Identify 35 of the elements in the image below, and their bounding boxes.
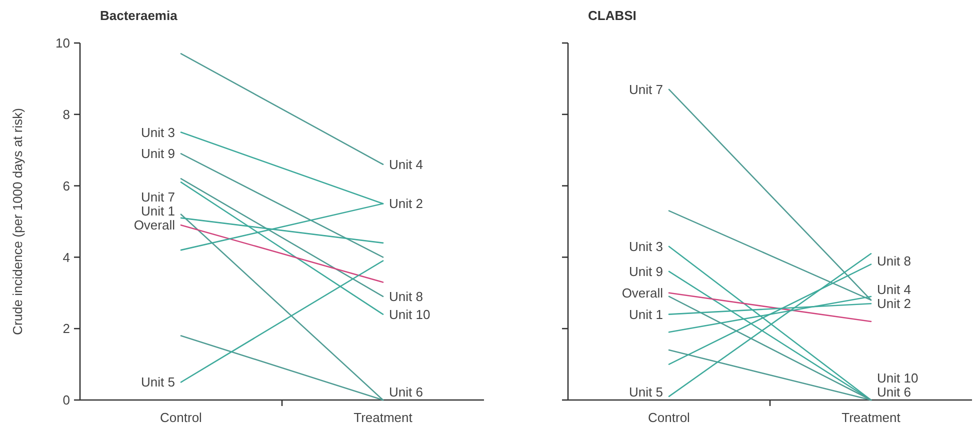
annotation: Unit 6 [877, 384, 911, 400]
annotation: Unit 4 [877, 282, 911, 298]
y-tick-label: 4 [62, 250, 70, 265]
annotation: Unit 2 [389, 196, 423, 212]
annotation: Unit 1 [629, 306, 663, 322]
x-tick-label: Control [160, 410, 202, 425]
annotation: Unit 8 [389, 289, 423, 304]
annotation: Unit 1 [141, 204, 175, 219]
x-tick-label: Control [648, 410, 690, 425]
chart-title: CLABSI [588, 8, 636, 23]
y-tick-label: 0 [62, 392, 70, 408]
annotation: Unit 2 [877, 296, 911, 312]
y-tick-label: 6 [62, 178, 70, 194]
annotation: Unit 5 [141, 374, 175, 390]
annotation: Unit 7 [629, 82, 663, 97]
annotation: Unit 3 [141, 124, 175, 140]
annotation: Unit 9 [141, 146, 175, 162]
annotation: Unit 10 [877, 370, 918, 386]
annotation: Unit 6 [389, 384, 423, 400]
annotation: Overall [134, 218, 176, 233]
chart-title: Bacteraemia [100, 8, 178, 23]
annotation: Unit 3 [629, 239, 663, 254]
y-axis-title: Crude incidence (per 1000 days at risk) [10, 108, 25, 335]
annotation: Unit 7 [141, 190, 175, 205]
annotation: Unit 10 [389, 306, 430, 322]
annotation: Unit 8 [877, 253, 911, 268]
annotation: Unit 5 [629, 384, 663, 400]
y-tick-label: 10 [56, 36, 70, 51]
y-tick-label: 8 [62, 106, 70, 122]
annotation: Unit 4 [389, 156, 423, 172]
y-tick-label: 2 [62, 321, 70, 336]
x-tick-label: Treatment [354, 410, 413, 425]
annotation: Unit 9 [629, 264, 663, 280]
x-tick-label: Treatment [842, 410, 901, 425]
annotation: Overall [622, 285, 664, 300]
